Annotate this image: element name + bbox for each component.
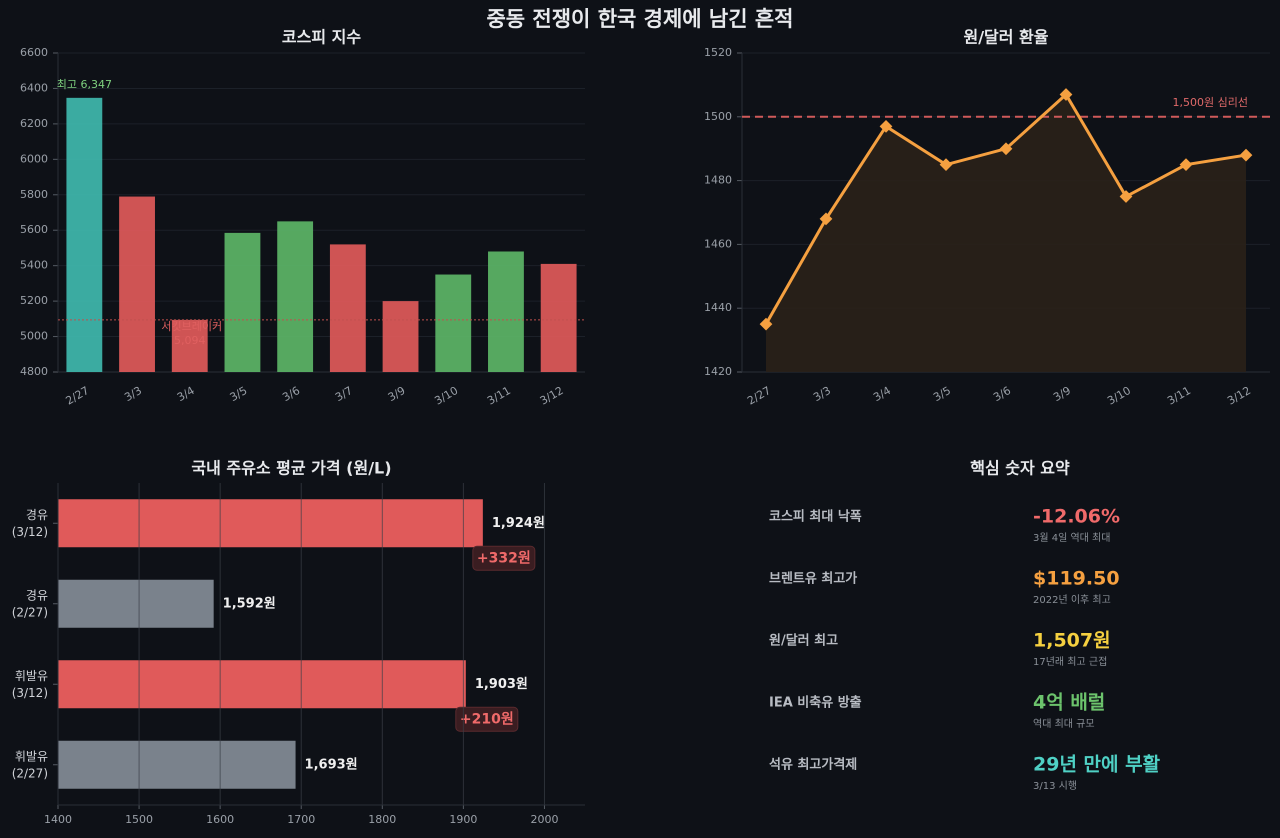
area-fill [766, 94, 1246, 372]
y-tick-label: 휘발유 [15, 749, 48, 763]
summary-value: 29년 만에 부활 [1033, 754, 1161, 776]
bar [119, 196, 155, 372]
y-tick-label: 1440 [704, 301, 732, 314]
bar [58, 579, 214, 628]
summary-note: 3월 4일 역대 최대 [1033, 532, 1110, 544]
y-tick-label: 경유 [26, 588, 48, 602]
x-tick-label: 1800 [368, 813, 396, 826]
summary-title: 핵심 숫자 요약 [970, 459, 1070, 478]
circuit-annotation: 서킷브레이커 [161, 320, 222, 333]
x-tick-label: 2000 [530, 813, 558, 826]
y-tick-label: 1500 [704, 110, 732, 123]
summary-value: 4억 배럴 [1033, 692, 1105, 714]
chart-title: 원/달러 환율 [963, 28, 1048, 47]
bar [540, 263, 577, 372]
y-tick-label: 5000 [20, 330, 48, 343]
peak-annotation: 최고 6,347 [57, 78, 112, 91]
bar [171, 319, 208, 372]
y-tick-label: 1480 [704, 174, 732, 187]
value-label: 1,592원 [223, 596, 276, 611]
x-tick-label: 1700 [287, 813, 315, 826]
y-tick-label: (3/12) [12, 686, 48, 700]
bar [58, 660, 466, 709]
summary-label: 석유 최고가격제 [769, 758, 857, 773]
summary-note: 17년래 최고 근접 [1033, 656, 1107, 668]
y-tick-label: 5800 [20, 188, 48, 201]
y-tick-label: 5600 [20, 223, 48, 236]
y-tick-label: 1520 [704, 46, 732, 59]
chart-title: 국내 주유소 평균 가격 (원/L) [191, 459, 391, 478]
page-title: 중동 전쟁이 한국 경제에 남긴 흔적 [486, 7, 793, 31]
y-tick-label: 6400 [20, 81, 48, 94]
summary-label: 브렌트유 최고가 [769, 571, 857, 587]
summary-note: 2022년 이후 최고 [1033, 594, 1111, 606]
summary-value: $119.50 [1033, 568, 1120, 590]
y-tick-label: 6600 [20, 46, 48, 59]
x-tick-label: 1600 [206, 813, 234, 826]
bar [224, 232, 261, 372]
summary-note: 3/13 시행 [1033, 780, 1077, 792]
bar [58, 740, 296, 789]
y-tick-label: (3/12) [12, 525, 48, 539]
y-tick-label: 5200 [20, 294, 48, 307]
bar [329, 244, 366, 372]
y-tick-label: (2/27) [12, 766, 48, 780]
y-tick-label: 5400 [20, 259, 48, 272]
chart-title: 코스피 지수 [282, 28, 361, 47]
summary-label: 코스피 최대 낙폭 [769, 509, 862, 525]
y-tick-label: 6200 [20, 117, 48, 130]
circuit-annotation-value: 5,094 [174, 334, 206, 347]
summary-note: 역대 최대 규모 [1033, 718, 1095, 730]
change-label: +210원 [460, 711, 514, 727]
reference-label: 1,500원 심리선 [1173, 96, 1248, 109]
summary-label: 원/달러 최고 [769, 633, 838, 649]
summary-label: IEA 비축유 방출 [769, 695, 862, 711]
y-tick-label: 경유 [26, 508, 48, 522]
bar [277, 221, 314, 372]
bar [66, 97, 103, 372]
summary-value: -12.06% [1033, 506, 1120, 528]
y-tick-label: 1460 [704, 237, 732, 250]
y-tick-label: 4800 [20, 365, 48, 378]
y-tick-label: 휘발유 [15, 669, 48, 683]
change-badge [455, 706, 519, 732]
change-badge [472, 545, 536, 571]
y-tick-label: (2/27) [12, 605, 48, 619]
bar [58, 499, 483, 548]
change-label: +332원 [477, 550, 531, 566]
value-label: 1,903원 [475, 677, 528, 692]
x-tick-label: 1500 [125, 813, 153, 826]
y-tick-label: 1420 [704, 365, 732, 378]
value-label: 1,924원 [492, 516, 545, 531]
x-tick-label: 1400 [44, 813, 72, 826]
bar [382, 301, 419, 372]
x-tick-label: 1900 [449, 813, 477, 826]
bar [435, 274, 472, 372]
value-label: 1,693원 [305, 757, 358, 772]
y-tick-label: 6000 [20, 152, 48, 165]
summary-value: 1,507원 [1033, 630, 1111, 652]
bar [488, 251, 524, 372]
